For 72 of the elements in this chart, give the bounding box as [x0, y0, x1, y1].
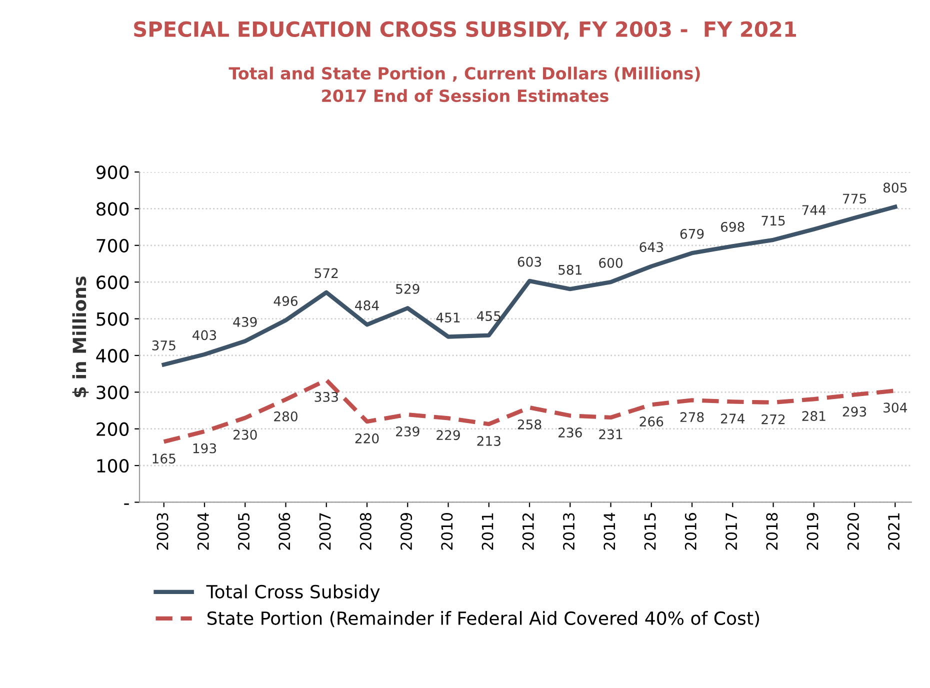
data-label: 280: [274, 411, 298, 422]
y-tick-label: 500: [96, 312, 129, 326]
x-tick-label: 2014: [604, 512, 616, 550]
data-label: 274: [721, 414, 744, 424]
data-label: 236: [558, 428, 582, 438]
x-tick-label: 2008: [360, 513, 372, 550]
data-label: 266: [640, 416, 664, 427]
data-label: 715: [762, 216, 785, 226]
data-label: 258: [518, 419, 542, 430]
x-tick-label: 2020: [847, 512, 859, 550]
data-label: 272: [762, 414, 785, 424]
data-label: 744: [802, 205, 826, 215]
y-tick-label: 800: [96, 202, 129, 216]
data-label: 193: [193, 443, 216, 454]
data-label: 165: [152, 454, 176, 464]
data-label: 643: [640, 242, 663, 252]
data-label: 603: [518, 256, 542, 267]
data-label: 304: [884, 402, 907, 413]
data-label: 805: [883, 182, 907, 193]
x-tick-label: 2007: [319, 513, 331, 550]
y-axis-title: $ in Millions: [72, 276, 89, 398]
data-label: 679: [680, 228, 704, 239]
x-tick-label: 2006: [278, 512, 290, 550]
legend-label: State Portion (Remainder if Federal Aid Covered 40% of Cost): [207, 611, 760, 628]
x-tick-label: 2016: [684, 512, 696, 550]
x-tick-label: 2004: [197, 512, 209, 550]
data-label: 239: [396, 426, 420, 436]
y-tick-label: 600: [96, 276, 129, 290]
x-tick-label: 2017: [726, 513, 738, 550]
data-label: 220: [355, 433, 379, 444]
x-tick-label: 2003: [156, 513, 168, 550]
x-tick-label: 2018: [766, 513, 778, 550]
data-label: 439: [233, 316, 257, 327]
data-label: 278: [680, 412, 704, 422]
data-label: 281: [802, 411, 826, 422]
data-label: 451: [436, 312, 460, 323]
data-label: 403: [192, 330, 216, 340]
data-label: 600: [599, 258, 622, 268]
x-tick-label: 2012: [522, 513, 534, 550]
chart-subtitle: Total and State Portion , Current Dollars (Millions) 2017 End of Session Estimates: [228, 66, 700, 102]
data-label: 213: [477, 436, 500, 446]
data-label: 496: [274, 296, 298, 306]
data-label: 333: [314, 392, 338, 402]
y-tick-label: -: [124, 503, 129, 505]
y-tick-label: 100: [97, 459, 129, 473]
x-tick-label: 2015: [644, 513, 656, 550]
data-label: 231: [599, 429, 622, 440]
y-tick-label: 900: [96, 165, 129, 180]
data-label: 484: [355, 300, 379, 310]
data-label: 455: [476, 311, 500, 322]
data-label: 572: [314, 268, 338, 278]
y-tick-label: 300: [96, 386, 129, 400]
data-label: 581: [558, 264, 582, 275]
x-tick-label: 2021: [888, 513, 900, 550]
chart-title: SPECIAL EDUCATION CROSS SUBSIDY, FY 2003 - FY 2021: [134, 21, 796, 40]
x-tick-label: 2013: [563, 513, 575, 550]
data-label: 529: [396, 284, 420, 294]
x-tick-label: 2019: [806, 513, 818, 550]
data-label: 375: [152, 340, 176, 350]
legend-label: Total Cross Subsidy: [206, 584, 380, 602]
y-tick-label: 400: [96, 348, 129, 363]
y-tick-label: 200: [96, 422, 129, 436]
x-tick-label: 2005: [238, 513, 250, 550]
data-label: 775: [843, 194, 866, 204]
x-tick-label: 2011: [482, 513, 494, 550]
data-label: 293: [842, 406, 866, 417]
data-label: 230: [234, 430, 257, 440]
y-tick-label: 700: [96, 238, 129, 253]
x-tick-label: 2010: [441, 512, 453, 550]
data-label: 698: [720, 222, 744, 232]
x-tick-label: 2009: [400, 513, 412, 550]
data-label: 229: [436, 430, 460, 440]
